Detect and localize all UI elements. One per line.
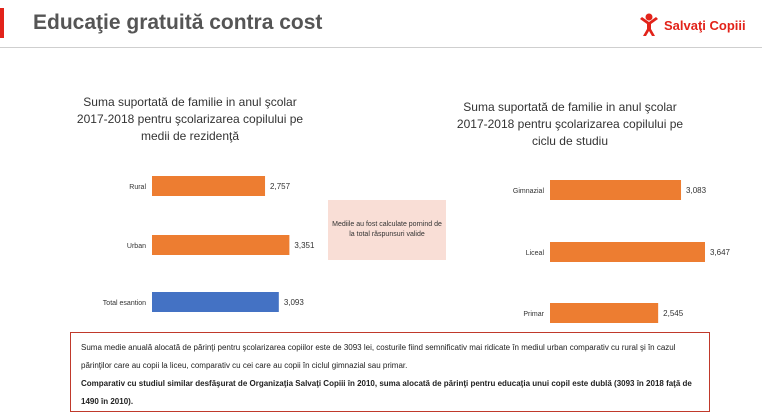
data-label: 2,545 xyxy=(663,309,684,318)
category-label: Rural xyxy=(129,184,146,191)
summary-box: Suma medie anuală alocată de părinţi pen… xyxy=(70,332,710,412)
category-label: Liceal xyxy=(526,250,545,257)
data-label: 2,757 xyxy=(270,182,291,191)
summary-text: Suma medie anuală alocată de părinţi pen… xyxy=(81,343,676,370)
header: Educaţie gratuită contra cost Salvaţi Co… xyxy=(0,0,762,50)
chart-left-title-line: 2017-2018 pentru şcolarizarea copilului … xyxy=(76,112,304,126)
logo: Salvaţi Copiii xyxy=(638,12,746,38)
category-label: Urban xyxy=(127,243,146,250)
bar-right-liceal xyxy=(550,242,705,262)
data-label: 3,093 xyxy=(284,298,305,307)
chart-right-title: Suma suportată de familie in anul şcolar… xyxy=(430,99,710,150)
data-label: 3,647 xyxy=(710,248,731,257)
chart-right-title-line: 2017-2018 pentru şcolarizarea copilului … xyxy=(456,117,684,131)
bar-left-urban xyxy=(152,235,290,255)
accent-bar xyxy=(0,8,4,38)
bar-left-total-esantion xyxy=(152,292,279,312)
bar-left-rural xyxy=(152,176,266,196)
page-title: Educaţie gratuită contra cost xyxy=(33,11,323,34)
data-label: 3,351 xyxy=(294,241,315,250)
chart-left-title: Suma suportată de familie in anul şcolar… xyxy=(40,94,340,145)
chart-left-title-line: medii de rezidenţă xyxy=(140,129,240,143)
chart-left: Rural 2,757 Urban 3,351 Total esantion 3,093 G… xyxy=(103,176,731,323)
header-divider xyxy=(0,47,762,48)
data-label: 3,083 xyxy=(686,186,707,195)
category-label: Total esantion xyxy=(103,300,146,307)
bar-right-primar xyxy=(550,303,659,323)
chart-right-title-line: Suma suportată de familie in anul şcolar xyxy=(463,100,677,114)
category-label: Gimnazial xyxy=(513,188,545,195)
chart-right-title-line: ciclu de studiu xyxy=(531,134,609,148)
summary-highlight: Comparativ cu studiul similar desfăşurat… xyxy=(81,379,692,406)
note-text: Mediile au fost calculate pornind de la … xyxy=(332,221,442,238)
salvati-copiii-logo-icon xyxy=(640,13,658,36)
chart-left-title-line: Suma suportată de familie in anul şcolar xyxy=(83,95,297,109)
note-box: Mediile au fost calculate pornind de la … xyxy=(328,200,446,260)
bar-right-gimnazial xyxy=(550,180,682,200)
logo-text: Salvaţi Copiii xyxy=(664,17,746,33)
category-label: Primar xyxy=(523,311,544,318)
